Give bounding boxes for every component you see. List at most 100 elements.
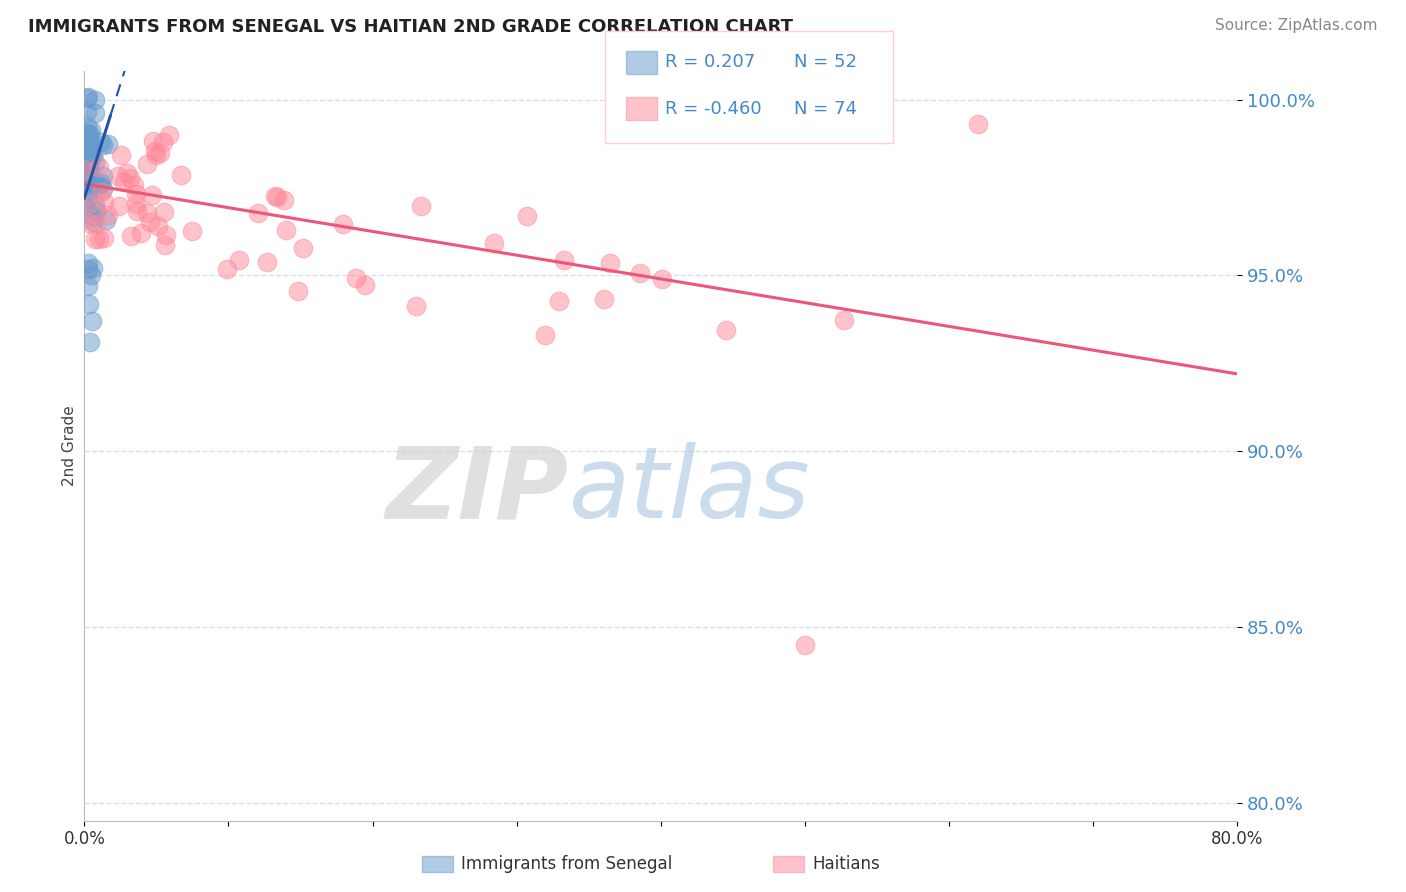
Point: [82, 147, 104, 161]
Point: [87, 232, 110, 246]
Point: [405, 299, 427, 313]
Point: [120, 229, 142, 244]
Point: [77, 138, 100, 153]
Point: [79, 335, 101, 350]
Point: [832, 313, 855, 327]
Point: [516, 209, 538, 223]
Point: [79, 173, 101, 187]
Point: [82, 209, 104, 223]
Text: IMMIGRANTS FROM SENEGAL VS HAITIAN 2ND GRADE CORRELATION CHART: IMMIGRANTS FROM SENEGAL VS HAITIAN 2ND G…: [28, 18, 793, 36]
Point: [217, 261, 239, 276]
Point: [287, 284, 309, 298]
Point: [73, 198, 96, 212]
Point: [97, 137, 120, 152]
Point: [115, 166, 138, 180]
Point: [256, 254, 278, 268]
Point: [77, 127, 100, 141]
Point: [482, 236, 505, 251]
Point: [651, 272, 673, 286]
Point: [83, 93, 105, 107]
Text: atlas: atlas: [568, 442, 810, 540]
Point: [77, 128, 100, 142]
Point: [125, 197, 148, 211]
Point: [291, 241, 314, 255]
Point: [141, 188, 163, 202]
Point: [170, 168, 193, 182]
Point: [76, 198, 98, 212]
Text: N = 74: N = 74: [794, 100, 858, 118]
Point: [80, 140, 103, 154]
Point: [79, 147, 101, 161]
Point: [136, 157, 159, 171]
Point: [83, 198, 105, 212]
Point: [155, 228, 177, 243]
Point: [534, 327, 557, 342]
Point: [593, 292, 616, 306]
Point: [344, 271, 367, 285]
Point: [87, 178, 110, 192]
Point: [152, 136, 174, 150]
Point: [80, 176, 103, 190]
Point: [80, 314, 103, 328]
Point: [77, 279, 100, 293]
Text: ZIP: ZIP: [385, 442, 568, 540]
Point: [79, 127, 101, 141]
Point: [84, 218, 107, 232]
Point: [157, 128, 180, 143]
Point: [149, 145, 172, 160]
Point: [77, 297, 100, 311]
Point: [82, 260, 104, 275]
Point: [77, 216, 100, 230]
Point: [967, 117, 990, 131]
Y-axis label: 2nd Grade: 2nd Grade: [62, 406, 77, 486]
Point: [79, 135, 101, 149]
Point: [120, 170, 142, 185]
Point: [136, 205, 159, 219]
Point: [145, 148, 167, 162]
Point: [76, 256, 98, 270]
Point: [180, 223, 202, 237]
Point: [91, 137, 114, 152]
Point: [107, 169, 129, 183]
Point: [276, 223, 298, 237]
Text: R = 0.207: R = 0.207: [665, 54, 755, 71]
Point: [76, 105, 98, 120]
Point: [122, 178, 145, 192]
Point: [125, 186, 148, 201]
Point: [273, 193, 295, 207]
Point: [76, 119, 98, 133]
Point: [82, 215, 104, 229]
Point: [714, 323, 737, 337]
Point: [148, 219, 170, 233]
Point: [76, 192, 98, 206]
Point: [84, 203, 107, 218]
Point: [84, 155, 107, 169]
Point: [79, 161, 101, 176]
Point: [76, 90, 98, 104]
Point: [153, 204, 176, 219]
Point: [90, 177, 112, 191]
Point: [794, 638, 817, 652]
Point: [90, 185, 112, 199]
Point: [93, 195, 115, 210]
Text: R = -0.460: R = -0.460: [665, 100, 762, 118]
Text: Immigrants from Senegal: Immigrants from Senegal: [461, 855, 672, 873]
Point: [91, 182, 114, 196]
Point: [548, 293, 571, 308]
Point: [228, 252, 250, 267]
Point: [73, 163, 96, 178]
Point: [142, 134, 165, 148]
Text: Source: ZipAtlas.com: Source: ZipAtlas.com: [1215, 18, 1378, 33]
Point: [246, 205, 269, 219]
Point: [75, 170, 97, 185]
Point: [75, 185, 97, 199]
Point: [139, 215, 162, 229]
Point: [80, 268, 103, 283]
Point: [110, 148, 132, 162]
Point: [145, 144, 167, 158]
Point: [97, 208, 120, 222]
Point: [82, 177, 104, 191]
Point: [91, 169, 114, 183]
Point: [153, 238, 176, 252]
Point: [131, 227, 153, 241]
